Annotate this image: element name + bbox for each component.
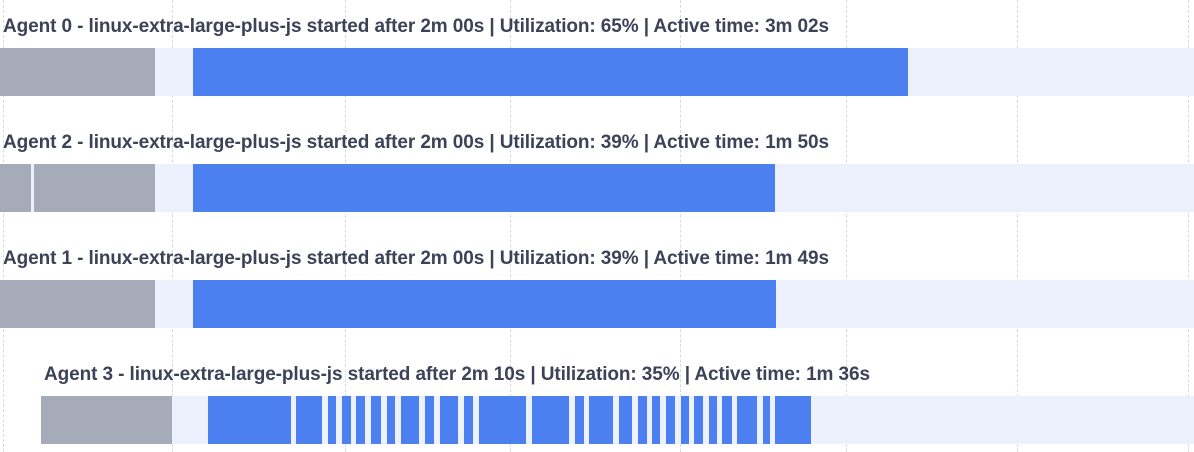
row-label: Agent 3 - linux-extra-large-plus-js star… bbox=[44, 364, 870, 385]
segment-active[interactable] bbox=[193, 48, 908, 96]
segment-idle[interactable] bbox=[675, 396, 681, 444]
segment-idle[interactable] bbox=[757, 396, 763, 444]
segment-active[interactable] bbox=[638, 396, 647, 444]
row-track[interactable] bbox=[0, 164, 1194, 212]
segment-idle[interactable] bbox=[434, 396, 440, 444]
segment-idle[interactable] bbox=[647, 396, 652, 444]
segment-active[interactable] bbox=[722, 396, 732, 444]
segment-active[interactable] bbox=[371, 396, 381, 444]
segment-wait[interactable] bbox=[0, 48, 155, 96]
segment-idle[interactable] bbox=[419, 396, 425, 444]
segment-active[interactable] bbox=[737, 396, 757, 444]
row-label: Agent 1 - linux-extra-large-plus-js star… bbox=[3, 248, 829, 269]
segment-active[interactable] bbox=[193, 164, 775, 212]
segment-active[interactable] bbox=[619, 396, 632, 444]
segment-idle[interactable] bbox=[155, 48, 193, 96]
segment-idle[interactable] bbox=[703, 396, 709, 444]
segment-active[interactable] bbox=[440, 396, 458, 444]
segment-idle[interactable] bbox=[31, 164, 34, 212]
row-track[interactable] bbox=[0, 48, 1194, 96]
segment-idle[interactable] bbox=[336, 396, 342, 444]
segment-active[interactable] bbox=[401, 396, 419, 444]
segment-idle[interactable] bbox=[717, 396, 722, 444]
segment-idle[interactable] bbox=[381, 396, 387, 444]
segment-active[interactable] bbox=[589, 396, 613, 444]
segment-wait[interactable] bbox=[0, 280, 155, 328]
segment-active[interactable] bbox=[681, 396, 689, 444]
segment-idle[interactable] bbox=[322, 396, 328, 444]
segment-active[interactable] bbox=[425, 396, 434, 444]
segment-active[interactable] bbox=[575, 396, 584, 444]
segment-idle[interactable] bbox=[584, 396, 589, 444]
segment-idle[interactable] bbox=[351, 396, 356, 444]
segment-idle[interactable] bbox=[770, 396, 775, 444]
segment-active[interactable] bbox=[296, 396, 322, 444]
segment-idle[interactable] bbox=[632, 396, 638, 444]
segment-active[interactable] bbox=[328, 396, 336, 444]
segment-idle[interactable] bbox=[569, 396, 575, 444]
segment-idle[interactable] bbox=[155, 164, 193, 212]
segment-idle[interactable] bbox=[458, 396, 464, 444]
segment-active[interactable] bbox=[342, 396, 351, 444]
segment-active[interactable] bbox=[775, 396, 811, 444]
segment-wait[interactable] bbox=[0, 164, 31, 212]
segment-idle[interactable] bbox=[660, 396, 666, 444]
segment-active[interactable] bbox=[387, 396, 395, 444]
row-track[interactable] bbox=[0, 280, 1194, 328]
segment-active[interactable] bbox=[532, 396, 569, 444]
segment-idle[interactable] bbox=[473, 396, 479, 444]
segment-wait[interactable] bbox=[34, 164, 155, 212]
segment-active[interactable] bbox=[464, 396, 473, 444]
segment-active[interactable] bbox=[193, 280, 776, 328]
segment-idle[interactable] bbox=[613, 396, 619, 444]
segment-active[interactable] bbox=[694, 396, 703, 444]
segment-active[interactable] bbox=[709, 396, 717, 444]
segment-active[interactable] bbox=[666, 396, 675, 444]
segment-active[interactable] bbox=[479, 396, 526, 444]
segment-idle[interactable] bbox=[172, 396, 208, 444]
segment-idle[interactable] bbox=[689, 396, 694, 444]
segment-active[interactable] bbox=[208, 396, 291, 444]
row-label: Agent 0 - linux-extra-large-plus-js star… bbox=[3, 16, 829, 37]
segment-idle[interactable] bbox=[365, 396, 371, 444]
segment-idle[interactable] bbox=[395, 396, 401, 444]
segment-idle[interactable] bbox=[526, 396, 532, 444]
segment-active[interactable] bbox=[652, 396, 660, 444]
segment-idle[interactable] bbox=[291, 396, 296, 444]
row-label: Agent 2 - linux-extra-large-plus-js star… bbox=[3, 132, 829, 153]
segment-idle[interactable] bbox=[155, 280, 193, 328]
row-track[interactable] bbox=[41, 396, 1194, 444]
segment-active[interactable] bbox=[356, 396, 365, 444]
segment-wait[interactable] bbox=[41, 396, 172, 444]
segment-active[interactable] bbox=[763, 396, 770, 444]
segment-idle[interactable] bbox=[732, 396, 737, 444]
